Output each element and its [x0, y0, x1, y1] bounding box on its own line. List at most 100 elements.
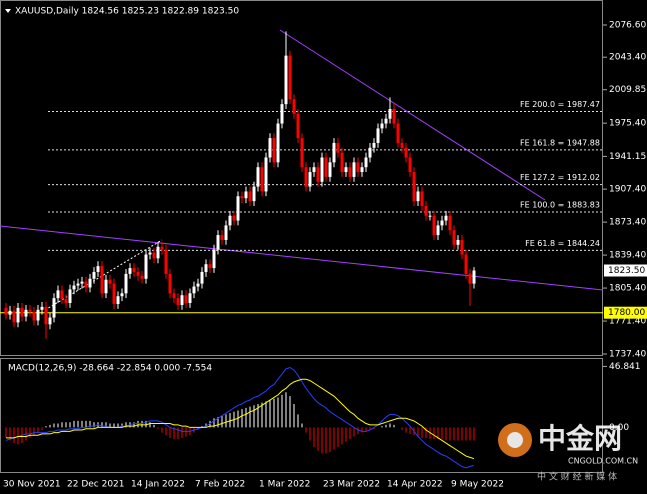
- candle-body: [372, 142, 376, 148]
- candle-body: [208, 264, 212, 269]
- candle-body: [52, 298, 56, 318]
- candle-body: [392, 108, 396, 124]
- candle-body: [388, 108, 392, 119]
- candle-body: [340, 152, 344, 173]
- candle-body: [24, 309, 28, 317]
- candle-body: [112, 283, 116, 304]
- candle-body: [160, 246, 164, 250]
- candle-body: [104, 279, 108, 294]
- candle-body: [60, 290, 64, 300]
- candle-body: [164, 249, 168, 274]
- candle-body: [132, 268, 136, 272]
- candle-body: [376, 128, 380, 143]
- x-tick-label: 14 Jan 2022: [131, 480, 185, 490]
- candle-body: [296, 113, 300, 139]
- candle-body: [436, 225, 440, 236]
- candle-body: [264, 157, 268, 192]
- watermark-site: CNGOLD.COM.CN: [568, 457, 638, 466]
- price-panel: [0, 0, 603, 356]
- candle-body: [424, 206, 428, 216]
- macd-title: MACD(12,26,9) -28.664 -22.854 0.000 -7.5…: [8, 364, 212, 374]
- candle-body: [204, 264, 208, 272]
- candle-body: [400, 142, 404, 148]
- candle-body: [144, 254, 148, 279]
- candle-body: [120, 293, 124, 297]
- candle-body: [180, 295, 184, 305]
- candle-body: [276, 123, 280, 163]
- candle-body: [416, 191, 420, 202]
- candle-body: [344, 167, 348, 173]
- y-tick-label: 1941.15: [609, 152, 646, 162]
- candle-body: [288, 55, 292, 100]
- candle-body: [428, 215, 432, 217]
- x-tick-label: 30 Nov 2021: [3, 480, 61, 490]
- candle-body: [440, 220, 444, 226]
- candle-body: [456, 239, 460, 245]
- candle-body: [36, 309, 40, 321]
- candle-body: [328, 162, 332, 177]
- candle-body: [304, 167, 308, 187]
- candle-body: [184, 295, 188, 304]
- candle-body: [432, 215, 436, 236]
- title-icon: [5, 9, 11, 13]
- watermark-logo: [507, 432, 523, 448]
- last-price-box: [604, 264, 647, 277]
- fib-level-label: FE 127.2 = 1912.02: [520, 173, 600, 182]
- candle-body: [240, 196, 244, 199]
- candle-body: [252, 186, 256, 202]
- candle-body: [44, 306, 48, 325]
- candle-body: [116, 296, 120, 304]
- candle-body: [12, 310, 16, 323]
- y-tick-label: 46.841: [609, 362, 641, 372]
- candle-body: [28, 309, 32, 312]
- candle-body: [256, 167, 260, 187]
- candle-body: [464, 254, 468, 274]
- candle-body: [140, 275, 144, 279]
- y-tick-label: 1805.40: [609, 284, 646, 294]
- support-label: 1780.00: [608, 308, 645, 318]
- candle-body: [84, 281, 88, 288]
- y-tick-label: 1873.40: [609, 218, 646, 228]
- candle-body: [408, 157, 412, 173]
- candle-body: [4, 307, 8, 315]
- candle-body: [108, 279, 112, 284]
- x-tick-label: 23 Mar 2022: [323, 480, 380, 490]
- trend-line: [279, 29, 546, 201]
- y-tick-label: 0.00: [609, 423, 629, 433]
- candle-body: [216, 235, 220, 250]
- candle-body: [384, 118, 388, 124]
- fib-level-label: FE 161.8 = 1947.88: [520, 138, 600, 147]
- candle-body: [136, 271, 140, 276]
- candle-body: [152, 252, 156, 259]
- x-tick-label: 9 May 2022: [451, 480, 504, 490]
- y-tick-label: 1839.40: [609, 251, 646, 261]
- candle-body: [236, 196, 240, 221]
- candle-body: [156, 246, 160, 259]
- y-tick-label: 1907.40: [609, 185, 646, 195]
- candle-body: [96, 266, 100, 272]
- chart-title: XAUUSD,Daily 1824.56 1825.23 1822.89 182…: [15, 7, 239, 17]
- candle-body: [80, 281, 84, 284]
- candle-body: [348, 167, 352, 177]
- candle-body: [64, 299, 68, 304]
- candle-body: [292, 99, 296, 114]
- candle-body: [308, 172, 312, 187]
- candle-body: [352, 162, 356, 177]
- candle-body: [280, 104, 284, 124]
- y-tick-label: 1975.40: [609, 119, 646, 129]
- candle-body: [248, 191, 252, 202]
- candle-body: [16, 307, 20, 323]
- candle-body: [220, 235, 224, 240]
- candle-body: [232, 215, 236, 221]
- candle-body: [452, 230, 456, 245]
- candle-body: [336, 142, 340, 153]
- candle-body: [212, 249, 216, 269]
- candle-body: [200, 271, 204, 284]
- candle-body: [284, 55, 288, 105]
- x-tick-label: 22 Dec 2021: [67, 480, 125, 490]
- watermark: 中金网 CNGOLD.COM.CN 中 文 财 经 新 媒 体: [498, 422, 638, 483]
- x-tick-label: 7 Feb 2022: [195, 480, 245, 490]
- candle-body: [20, 307, 24, 317]
